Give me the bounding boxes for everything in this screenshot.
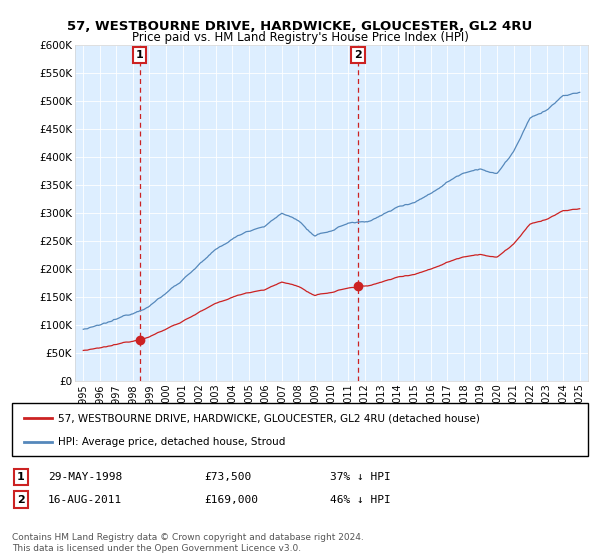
Text: Price paid vs. HM Land Registry's House Price Index (HPI): Price paid vs. HM Land Registry's House … xyxy=(131,31,469,44)
Text: £73,500: £73,500 xyxy=(204,472,251,482)
Text: 37% ↓ HPI: 37% ↓ HPI xyxy=(330,472,391,482)
Text: 2: 2 xyxy=(354,50,362,60)
Text: HPI: Average price, detached house, Stroud: HPI: Average price, detached house, Stro… xyxy=(58,436,286,446)
Text: Contains HM Land Registry data © Crown copyright and database right 2024.
This d: Contains HM Land Registry data © Crown c… xyxy=(12,533,364,553)
Text: 57, WESTBOURNE DRIVE, HARDWICKE, GLOUCESTER, GL2 4RU: 57, WESTBOURNE DRIVE, HARDWICKE, GLOUCES… xyxy=(67,20,533,32)
Text: 2: 2 xyxy=(17,494,25,505)
FancyBboxPatch shape xyxy=(12,403,588,456)
Text: 1: 1 xyxy=(136,50,143,60)
Text: 57, WESTBOURNE DRIVE, HARDWICKE, GLOUCESTER, GL2 4RU (detached house): 57, WESTBOURNE DRIVE, HARDWICKE, GLOUCES… xyxy=(58,413,480,423)
Text: 46% ↓ HPI: 46% ↓ HPI xyxy=(330,494,391,505)
Text: 29-MAY-1998: 29-MAY-1998 xyxy=(48,472,122,482)
Text: £169,000: £169,000 xyxy=(204,494,258,505)
Text: 1: 1 xyxy=(17,472,25,482)
Text: 16-AUG-2011: 16-AUG-2011 xyxy=(48,494,122,505)
